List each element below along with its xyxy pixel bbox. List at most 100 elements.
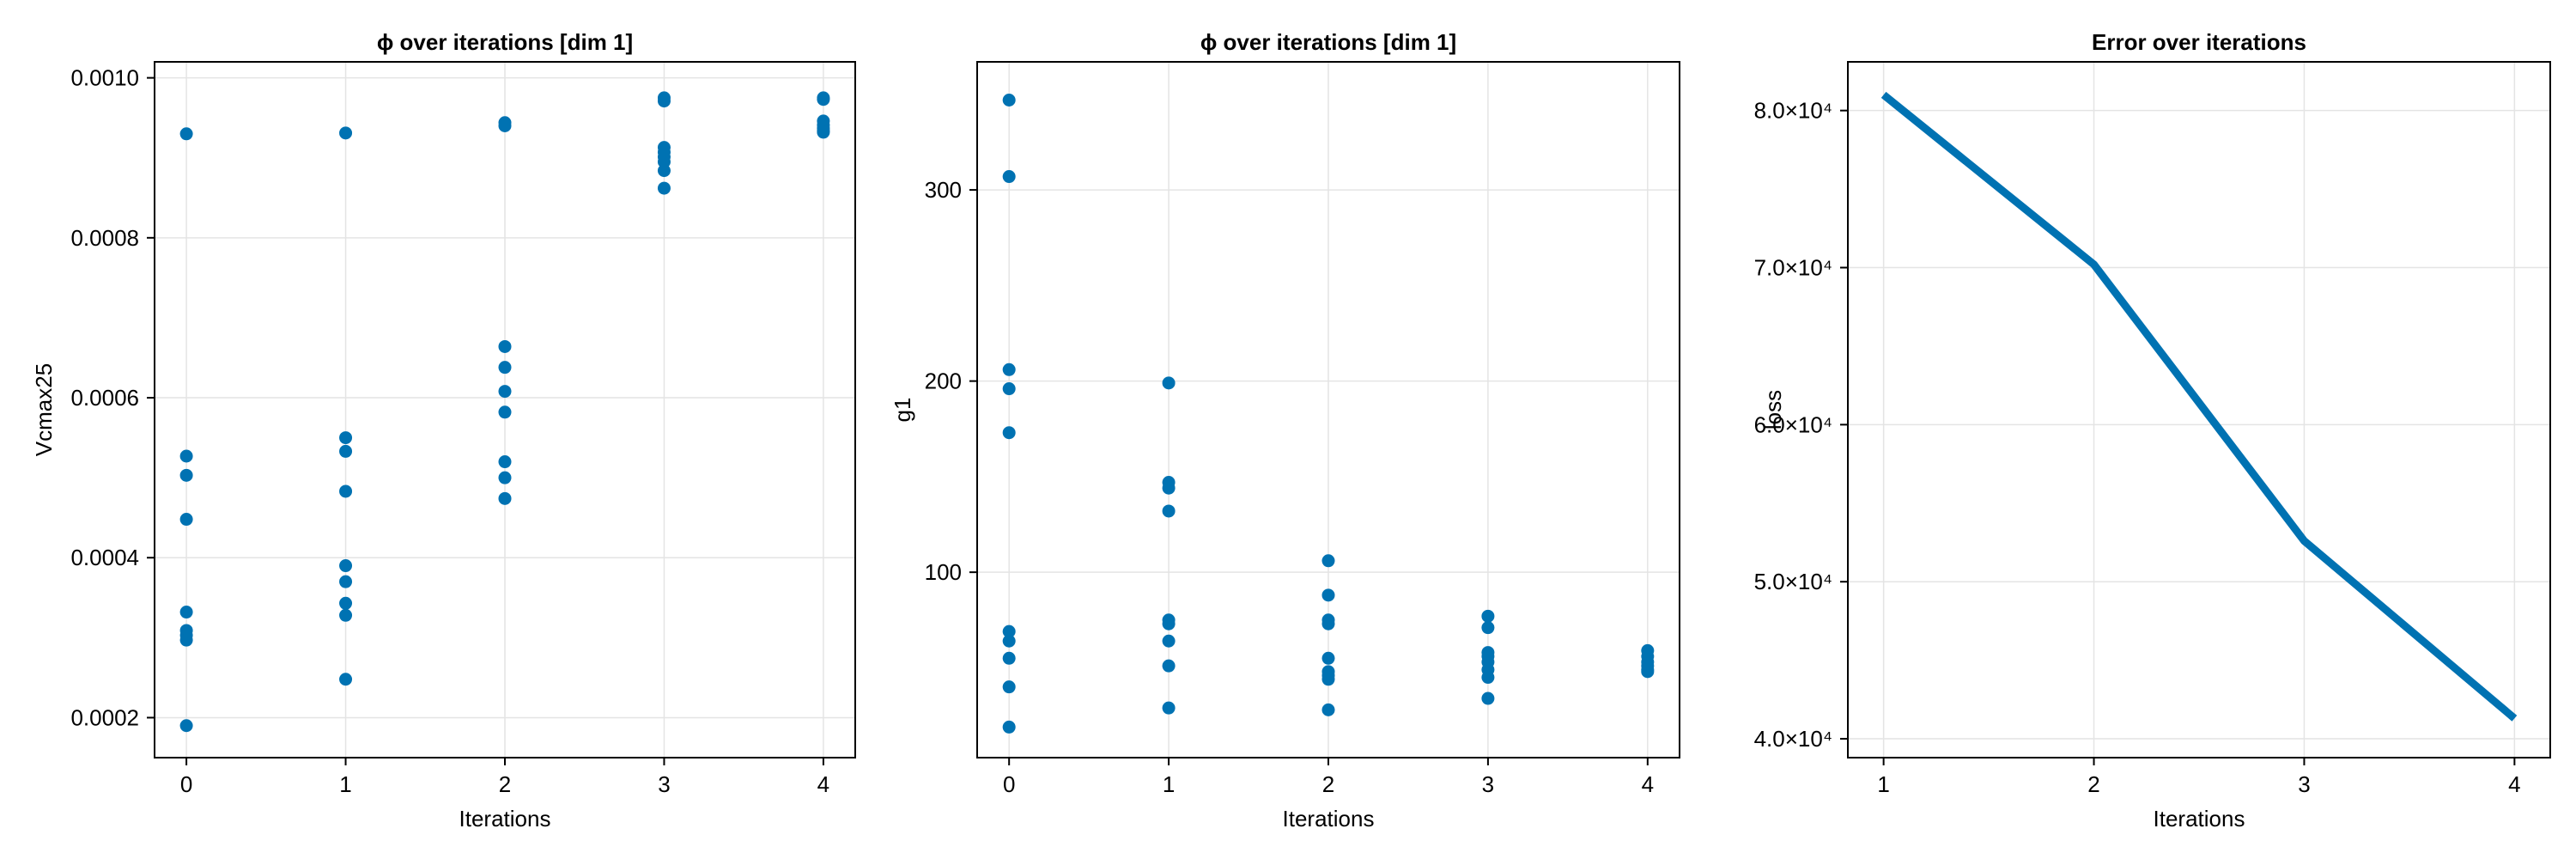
x-tick-label: 2 <box>1322 771 1334 797</box>
data-point <box>1321 651 1335 665</box>
data-point <box>1162 504 1176 518</box>
data-point <box>498 119 512 132</box>
data-point <box>339 484 353 498</box>
data-marks <box>1002 94 1655 734</box>
data-point <box>1481 621 1495 635</box>
x-tick-label: 4 <box>2508 771 2520 797</box>
x-tick-label: 1 <box>1163 771 1175 797</box>
data-point <box>1162 617 1176 631</box>
data-point <box>1321 588 1335 602</box>
data-point <box>1162 376 1176 390</box>
data-point <box>498 455 512 469</box>
x-axis-ticks: 0 1 2 3 4 <box>180 758 829 797</box>
y-tick-label: 5.0×10⁴ <box>1754 569 1832 594</box>
data-point <box>179 513 193 527</box>
panel-g1: 0 1 2 3 4 100 200 300 ϕ over iterations [dim 1… <box>890 29 1680 832</box>
data-point <box>1002 362 1016 376</box>
y-axis-ticks: 4.0×10⁴ 5.0×10⁴ 6.0×10⁴ 7.0×10⁴ 8.0×10⁴ <box>1754 98 1848 752</box>
x-tick-label: 4 <box>817 771 829 797</box>
data-point <box>1481 691 1495 705</box>
panel-loss: 1 2 3 4 4.0×10⁴ 5.0×10⁴ 6.0×10⁴ 7.0×10⁴ 8.0×10⁴… <box>1754 29 2551 832</box>
data-point <box>1481 671 1495 685</box>
data-point <box>179 606 193 619</box>
data-point <box>339 608 353 622</box>
data-point <box>1162 634 1176 648</box>
x-axis-label: Iterations <box>2154 806 2245 832</box>
x-tick-label: 3 <box>658 771 670 797</box>
data-point <box>1002 680 1016 694</box>
panel-vcmax25: 0 1 2 3 4 0.0002 0.0004 0.0006 0.0008 0.0010 ϕ o… <box>31 29 856 832</box>
data-point <box>1481 609 1495 623</box>
x-tick-label: 3 <box>1482 771 1494 797</box>
x-axis-ticks: 0 1 2 3 4 <box>1003 758 1654 797</box>
y-tick-label: 200 <box>925 369 962 394</box>
data-point <box>1002 170 1016 184</box>
data-point <box>498 471 512 484</box>
chart-title: ϕ over iterations [dim 1] <box>377 29 633 55</box>
data-point <box>1002 634 1016 648</box>
y-tick-label: 0.0004 <box>70 545 139 570</box>
data-point <box>1641 665 1655 679</box>
data-point <box>1002 720 1016 734</box>
data-point <box>1002 651 1016 665</box>
data-point <box>339 575 353 588</box>
x-axis-ticks: 1 2 3 4 <box>1877 758 2521 797</box>
data-point <box>498 405 512 419</box>
data-point <box>1321 673 1335 686</box>
data-point <box>657 94 671 108</box>
data-point <box>179 449 193 463</box>
chart-title: Error over iterations <box>2092 29 2306 55</box>
data-point <box>498 339 512 353</box>
y-tick-label: 0.0002 <box>70 704 139 730</box>
data-point <box>498 385 512 399</box>
data-marks <box>179 91 830 733</box>
plot-frame <box>1847 61 2551 758</box>
x-tick-label: 1 <box>339 771 351 797</box>
data-point <box>339 444 353 458</box>
data-point <box>179 468 193 482</box>
data-point <box>179 719 193 733</box>
data-point <box>1162 701 1176 715</box>
x-axis-label: Iterations <box>1283 806 1375 832</box>
data-point <box>1002 94 1016 107</box>
y-axis-ticks: 0.0002 0.0004 0.0006 0.0008 0.0010 <box>70 65 155 730</box>
x-tick-label: 0 <box>1003 771 1015 797</box>
data-point <box>339 126 353 140</box>
data-point <box>339 596 353 610</box>
data-point <box>498 491 512 505</box>
data-point <box>339 559 353 573</box>
chart-title: ϕ over iterations [dim 1] <box>1200 29 1456 55</box>
data-point <box>179 127 193 141</box>
data-point <box>1321 703 1335 716</box>
y-axis-label: loss <box>1760 390 1786 430</box>
data-point <box>1321 617 1335 631</box>
x-tick-label: 2 <box>499 771 511 797</box>
x-tick-label: 1 <box>1877 771 1889 797</box>
data-point <box>1002 426 1016 440</box>
y-axis-label: Vcmax25 <box>31 363 57 456</box>
y-tick-label: 300 <box>925 177 962 203</box>
y-tick-label: 7.0×10⁴ <box>1754 255 1832 281</box>
grid-lines <box>1848 62 2550 758</box>
x-axis-label: Iterations <box>459 806 551 832</box>
y-tick-label: 6.0×10⁴ <box>1754 411 1832 437</box>
x-tick-label: 3 <box>2298 771 2310 797</box>
data-point <box>1002 624 1016 638</box>
series-line <box>1880 91 2518 722</box>
y-axis-ticks: 100 200 300 <box>925 177 977 585</box>
data-point <box>339 431 353 445</box>
y-tick-label: 0.0008 <box>70 225 139 251</box>
data-point <box>817 93 830 107</box>
data-point <box>1321 554 1335 568</box>
data-point <box>498 361 512 375</box>
data-point <box>657 181 671 195</box>
y-tick-label: 4.0×10⁴ <box>1754 726 1832 752</box>
data-point <box>817 125 830 139</box>
grid-lines <box>155 62 855 758</box>
y-tick-label: 100 <box>925 559 962 585</box>
data-point <box>339 673 353 686</box>
x-tick-label: 0 <box>180 771 192 797</box>
data-marks <box>1880 91 2518 722</box>
data-point <box>179 633 193 647</box>
